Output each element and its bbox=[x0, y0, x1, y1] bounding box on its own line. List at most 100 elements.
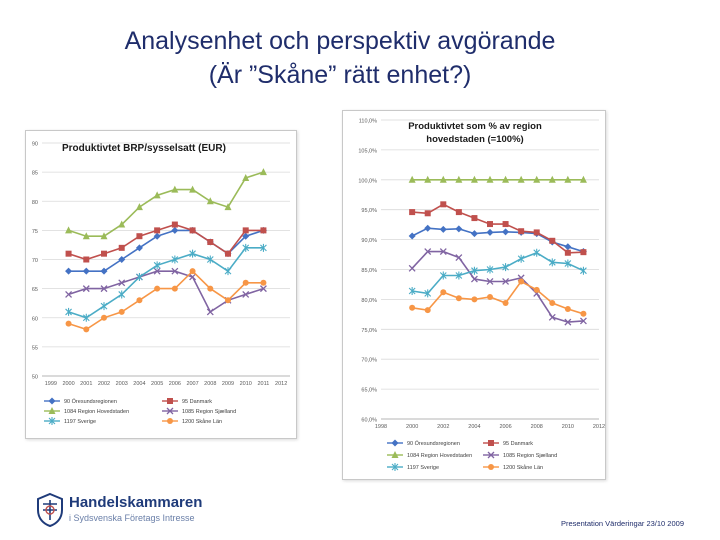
data-point bbox=[579, 175, 587, 183]
data-point bbox=[206, 308, 214, 316]
series-line bbox=[68, 270, 264, 331]
legend-marker bbox=[166, 407, 174, 415]
x-tick-label: 2006 bbox=[499, 424, 511, 430]
data-point bbox=[242, 279, 249, 286]
legend-item: 95 Danmark bbox=[162, 398, 212, 405]
data-point bbox=[82, 313, 90, 322]
data-point bbox=[136, 233, 143, 240]
legend-item: 90 Öresundsregionen bbox=[44, 397, 117, 405]
data-point bbox=[100, 302, 108, 311]
data-point bbox=[548, 258, 556, 267]
series-line bbox=[411, 251, 584, 295]
data-point bbox=[242, 232, 250, 240]
data-point bbox=[455, 254, 463, 261]
data-point bbox=[101, 250, 107, 257]
y-tick-label: 65,0% bbox=[361, 388, 377, 394]
y-tick-label: 105,0% bbox=[358, 148, 377, 154]
data-point bbox=[206, 255, 214, 264]
legend-item: 90 Öresundsregionen bbox=[387, 439, 460, 447]
y-tick-label: 70 bbox=[32, 258, 38, 264]
data-point bbox=[242, 227, 249, 234]
legend-marker bbox=[391, 463, 399, 471]
data-point bbox=[549, 299, 556, 306]
series-line bbox=[68, 223, 264, 261]
data-point bbox=[486, 265, 494, 274]
data-point bbox=[189, 249, 196, 258]
x-tick-label: 2002 bbox=[98, 381, 110, 387]
data-point bbox=[153, 267, 161, 275]
data-point bbox=[171, 185, 179, 193]
chart-productivity-percent-svg: Produktivtet som % av region hovedstaden … bbox=[358, 119, 605, 472]
data-point bbox=[486, 175, 494, 183]
legend-label: 90 Öresundsregionen bbox=[407, 440, 460, 447]
data-point bbox=[580, 266, 587, 275]
data-point bbox=[533, 175, 541, 183]
data-point bbox=[260, 227, 267, 234]
data-point bbox=[118, 308, 125, 315]
data-point bbox=[580, 310, 587, 317]
y-tick-label: 55 bbox=[32, 345, 38, 351]
data-point bbox=[154, 227, 161, 234]
legend-label: 1200 Skåne Län bbox=[182, 418, 222, 425]
x-tick-label: 2010 bbox=[562, 424, 574, 430]
footer-note: Presentation Värderingar 23/10 2009 bbox=[560, 519, 684, 528]
x-tick-label: 2001 bbox=[80, 381, 92, 387]
data-point bbox=[225, 297, 231, 304]
data-point bbox=[171, 221, 178, 228]
data-point bbox=[260, 243, 267, 252]
data-point bbox=[242, 290, 250, 298]
data-point bbox=[101, 314, 107, 321]
legend-label: 1200 Skåne Län bbox=[503, 464, 543, 471]
data-point bbox=[100, 285, 108, 293]
legend-marker bbox=[487, 451, 495, 459]
data-point bbox=[207, 239, 214, 246]
data-point bbox=[118, 290, 126, 299]
y-tick-label: 65 bbox=[32, 287, 38, 293]
data-point bbox=[118, 244, 125, 251]
data-point bbox=[189, 185, 197, 193]
data-point bbox=[100, 267, 108, 275]
data-point bbox=[517, 254, 525, 263]
data-point bbox=[189, 268, 196, 275]
series-1200-sk-ne-l-n bbox=[65, 268, 267, 333]
x-tick-label: 2005 bbox=[151, 381, 163, 387]
data-point bbox=[135, 203, 143, 211]
x-tick-label: 2012 bbox=[593, 424, 605, 430]
crest-icon bbox=[37, 492, 63, 528]
x-tick-label: 2004 bbox=[468, 424, 480, 430]
data-point bbox=[65, 250, 72, 257]
y-tick-label: 60 bbox=[32, 316, 38, 322]
data-point bbox=[225, 250, 231, 257]
data-point bbox=[424, 175, 432, 183]
data-point bbox=[486, 278, 494, 285]
y-tick-label: 100,0% bbox=[358, 178, 377, 184]
legend-marker bbox=[48, 407, 56, 414]
legend-label: 95 Danmark bbox=[503, 441, 533, 447]
data-point bbox=[564, 318, 572, 326]
data-point bbox=[440, 201, 447, 208]
series-1084-region-hovedstaden bbox=[65, 168, 267, 240]
chart-productivity-eur-svg: Produktivtet BRP/sysselsatt (EUR) 50 55 60 6… bbox=[32, 142, 290, 425]
y-tick-label: 80,0% bbox=[361, 298, 377, 304]
data-point bbox=[83, 326, 90, 333]
data-point bbox=[455, 175, 463, 183]
x-tick-label: 2004 bbox=[133, 381, 145, 387]
handelskammaren-logo: Handelskammaren i Sydsvenska Företags In… bbox=[35, 492, 215, 532]
data-point bbox=[502, 278, 510, 285]
data-point bbox=[470, 275, 478, 283]
series-line bbox=[68, 171, 264, 237]
data-point bbox=[118, 256, 126, 263]
title-line-1: Analysenhet och perspektiv avgörande bbox=[124, 27, 556, 55]
data-point bbox=[189, 227, 196, 234]
x-tick-label: 2009 bbox=[222, 381, 234, 387]
chart-title-line: hovedstaden (=100%) bbox=[426, 134, 523, 145]
x-tick-label: 1998 bbox=[375, 424, 387, 430]
data-point bbox=[242, 243, 250, 252]
y-tick-label: 95,0% bbox=[361, 208, 377, 214]
series-line bbox=[68, 270, 264, 314]
legend-item: 1197 Sverige bbox=[387, 463, 439, 471]
data-point bbox=[579, 317, 587, 325]
data-point bbox=[65, 307, 72, 316]
y-tick-label: 60,0% bbox=[361, 418, 377, 424]
data-point bbox=[259, 168, 267, 176]
